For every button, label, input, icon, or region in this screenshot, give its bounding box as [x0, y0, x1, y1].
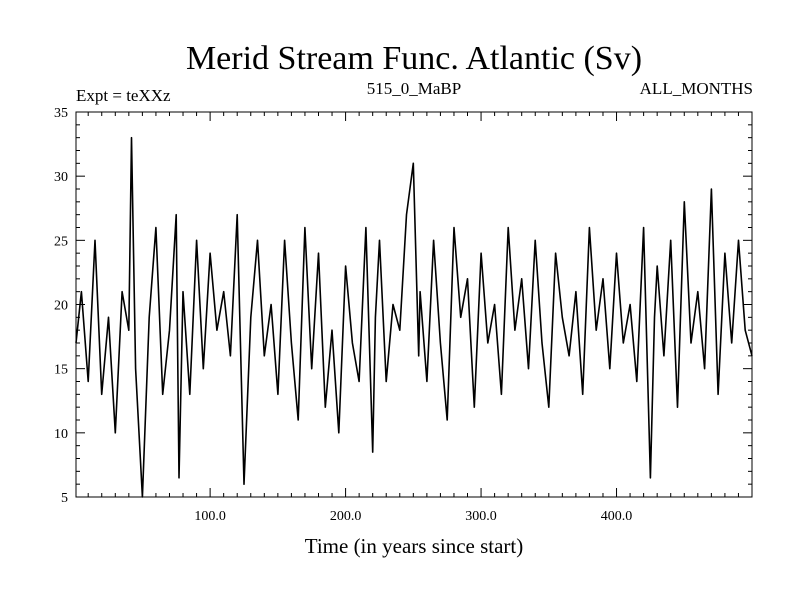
- series-line: [75, 136, 753, 498]
- x-tick-label: 100.0: [194, 509, 226, 524]
- chart-title: Merid Stream Func. Atlantic (Sv): [186, 40, 642, 77]
- period-label: 515_0_MaBP: [367, 79, 461, 98]
- y-tick-label: 10: [54, 427, 68, 442]
- x-tick-label: 400.0: [601, 509, 633, 524]
- x-tick-label: 200.0: [330, 509, 362, 524]
- plot-frame: [75, 111, 753, 498]
- y-tick-label: 5: [61, 491, 68, 506]
- y-tick-label: 15: [54, 363, 68, 378]
- y-tick-label: 20: [54, 299, 68, 314]
- y-tick-label: 35: [54, 106, 68, 121]
- months-label: ALL_MONTHS: [640, 79, 753, 98]
- x-axis: 100.0 200.0 300.0 400.0: [87, 112, 739, 524]
- y-axis: 5 10 15 20 25 30 35: [54, 106, 752, 506]
- y-tick-label: 30: [54, 170, 68, 185]
- experiment-label: Expt = teXXz: [76, 86, 171, 105]
- x-axis-label: Time (in years since start): [305, 534, 524, 558]
- x-tick-label: 300.0: [465, 509, 497, 524]
- y-tick-label: 25: [54, 234, 68, 249]
